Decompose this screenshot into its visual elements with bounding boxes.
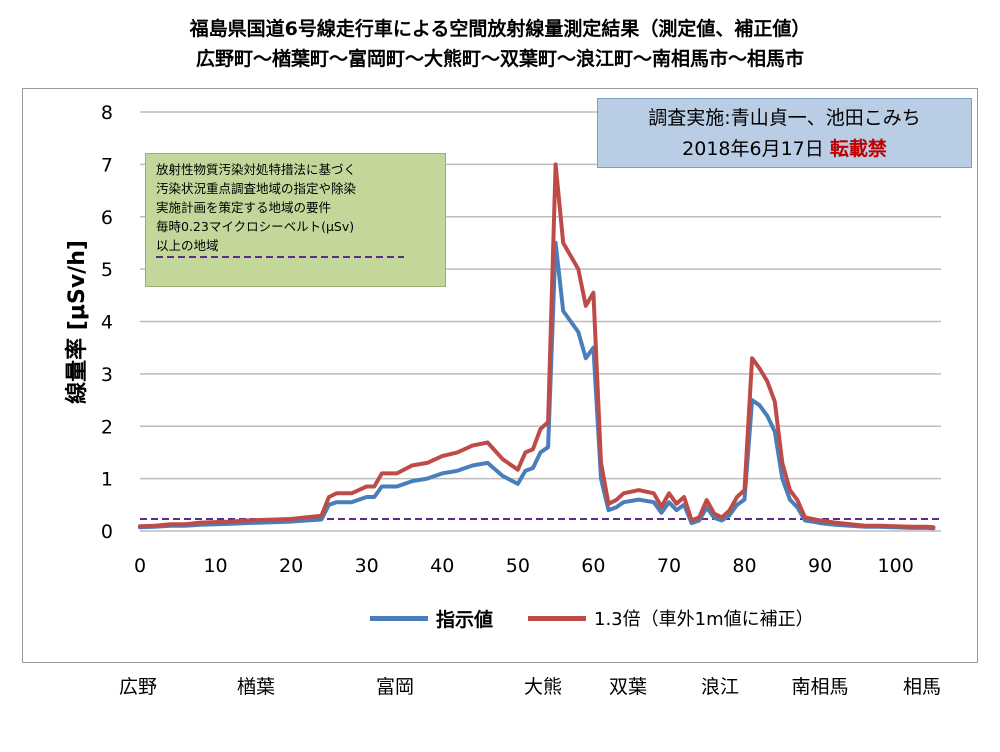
note-line: 実施計画を策定する地域の要件 [156,200,332,215]
credit-box: 調査実施:青山貞一、池田こみち 2018年6月17日 転載禁 [597,98,972,168]
place-label: 双葉 [608,676,648,698]
legend-label: 1.3倍（車外1m値に補正） [594,609,814,630]
threshold-note: 放射性物質汚染対処特措法に基づく 汚染状況重点調査地域の指定や除染 実施計画を策… [145,153,446,287]
no-reprint-warning: 転載禁 [829,138,887,160]
place-label: 楢葉 [236,676,276,698]
x-tick-label: 30 [355,555,379,577]
place-label: 相馬 [902,676,942,698]
legend-swatch-blue [370,615,428,621]
place-label: 広野 [118,676,158,698]
y-tick-label: 4 [101,312,113,334]
series-lines [138,162,936,531]
place-label: 南相馬 [791,676,849,698]
x-tick-label: 40 [430,555,454,577]
legend-swatch-red [528,615,586,621]
series-line-corrected [138,162,936,530]
y-tick-label: 2 [101,416,113,438]
y-tick-label: 6 [101,207,113,229]
x-tick-label: 80 [732,555,756,577]
x-tick-label: 50 [506,555,530,577]
note-line: 汚染状況重点調査地域の指定や除染 [156,181,357,196]
credit-date: 2018年6月17日 [682,138,824,160]
x-tick-label: 70 [657,555,681,577]
y-tick-labels: 0 1 2 3 4 5 6 7 8 [101,102,113,543]
y-tick-label: 8 [101,102,113,124]
x-tick-label: 20 [279,555,303,577]
y-tick-label: 5 [101,259,113,281]
chart-title: 福島県国道6号線走行車による空間放射線量測定結果（測定値、補正値） [189,18,811,40]
place-label: 大熊 [523,676,563,698]
place-label: 浪江 [700,676,740,698]
y-tick-label: 7 [101,154,113,176]
legend-label: 指示値 [436,608,494,631]
legend-item-corrected: 1.3倍（車外1m値に補正） [528,605,814,631]
x-tick-labels: 0 10 20 30 40 50 60 70 80 90 100 [134,555,914,577]
note-dash-sample [156,256,404,258]
note-line: 毎時0.23マイクロシーベルト(μSv) [156,219,355,234]
series-line-indicated [138,240,936,531]
x-tick-label: 10 [203,555,227,577]
y-tick-label: 0 [101,521,113,543]
y-axis-label: 線量率 [μSv/h] [64,240,90,404]
credit-date-line: 2018年6月17日 転載禁 [598,134,971,165]
x-tick-label: 100 [878,555,914,577]
credit-authors: 調査実施:青山貞一、池田こみち [648,107,921,129]
note-line: 放射性物質汚染対処特措法に基づく [156,162,357,177]
x-tick-label: 0 [134,555,146,577]
x-tick-label: 90 [808,555,832,577]
legend-item-indicated: 指示値 [370,605,493,631]
note-line: 以上の地域 [156,238,219,253]
x-tick-label: 60 [581,555,605,577]
chart-subtitle: 広野町～楢葉町～富岡町～大熊町～双葉町～浪江町～南相馬市～相馬市 [195,48,804,70]
y-tick-label: 3 [101,364,113,386]
place-label: 富岡 [375,676,415,698]
y-tick-label: 1 [101,469,113,491]
